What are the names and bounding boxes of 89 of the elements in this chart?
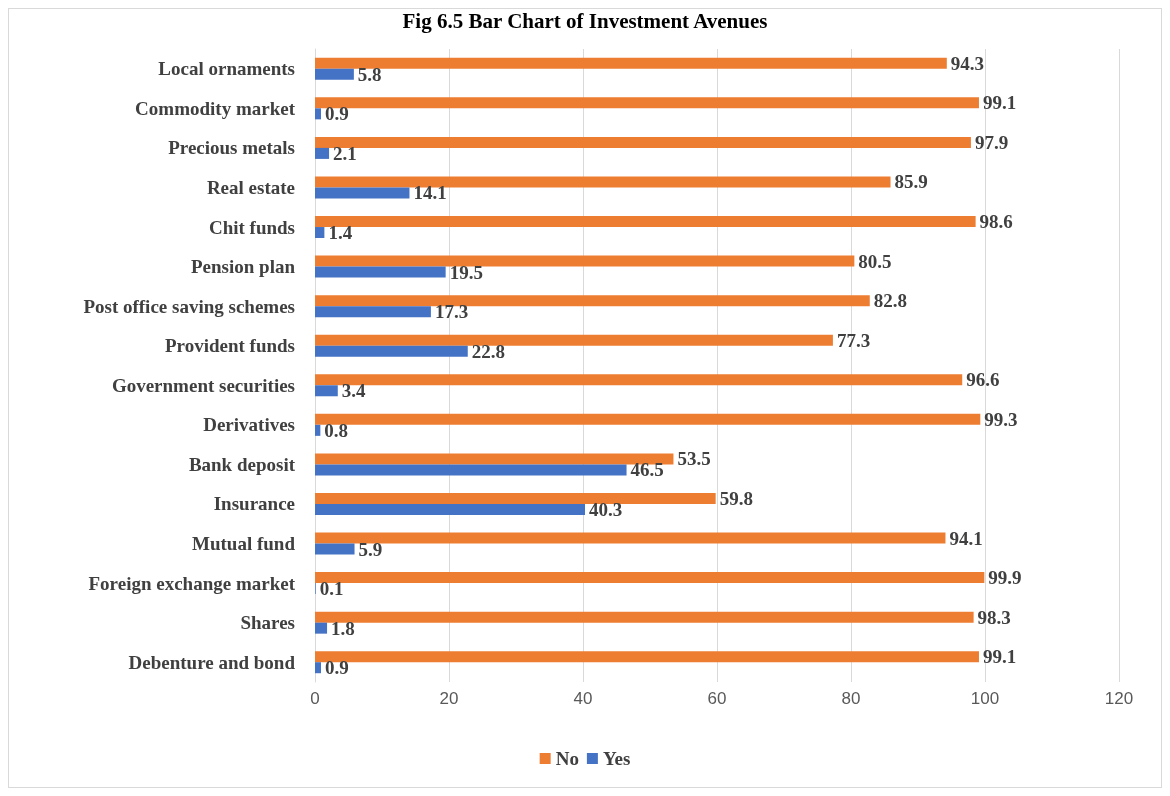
data-label: 94.1 xyxy=(949,527,983,549)
x-tick-label: 120 xyxy=(1104,689,1134,708)
bar xyxy=(315,147,330,159)
x-tick-label: 60 xyxy=(707,689,727,708)
x-tick-label: 40 xyxy=(573,689,593,708)
y-tick-label: Chit funds xyxy=(208,216,295,238)
bar xyxy=(315,334,833,346)
bar xyxy=(315,543,355,555)
bar xyxy=(315,572,985,584)
data-label: 14.1 xyxy=(413,182,447,204)
bar xyxy=(315,464,627,476)
data-label: 1.4 xyxy=(328,222,353,244)
y-tick-label: Provident funds xyxy=(164,335,295,357)
data-label: 3.4 xyxy=(341,380,367,402)
y-tick-label: Government securities xyxy=(111,374,295,396)
bar xyxy=(315,374,963,386)
bar xyxy=(315,295,870,307)
data-label: 1.8 xyxy=(331,617,355,639)
data-label: 22.8 xyxy=(471,340,506,362)
data-label: 82.8 xyxy=(873,290,908,312)
bar xyxy=(315,503,586,515)
bar xyxy=(315,57,947,69)
bar xyxy=(315,424,321,436)
bar xyxy=(315,187,410,199)
data-label: 98.6 xyxy=(979,211,1013,233)
bar xyxy=(315,453,674,465)
bar xyxy=(315,345,468,357)
bar xyxy=(315,662,322,674)
data-label: 77.3 xyxy=(836,329,871,351)
x-tick-label: 100 xyxy=(970,689,1000,708)
chart-title: Fig 6.5 Bar Chart of Investment Avenues xyxy=(402,8,768,33)
data-label: 0.1 xyxy=(319,578,344,600)
y-tick-label: Precious metals xyxy=(168,137,295,159)
x-tick-label: 80 xyxy=(841,689,861,708)
data-label: 96.6 xyxy=(966,369,1000,391)
data-label: 99.1 xyxy=(982,646,1017,668)
bar xyxy=(315,532,946,544)
data-label: 97.9 xyxy=(974,131,1009,153)
y-tick-label: Post office saving schemes xyxy=(83,295,295,317)
y-tick-label: Local ornaments xyxy=(158,58,295,80)
y-tick-label: Bank deposit xyxy=(188,453,296,475)
x-tick-label: 0 xyxy=(310,689,320,708)
y-tick-label: Insurance xyxy=(213,493,295,515)
data-label: 99.3 xyxy=(984,408,1018,430)
data-label: 0.8 xyxy=(324,419,349,441)
x-tick-label: 20 xyxy=(439,689,459,708)
data-label: 19.5 xyxy=(449,261,483,283)
bar xyxy=(315,413,981,425)
y-tick-label: Shares xyxy=(240,612,295,634)
data-label: 99.1 xyxy=(982,92,1017,114)
bar xyxy=(315,176,891,188)
data-label: 98.3 xyxy=(977,606,1011,628)
y-tick-label: Foreign exchange market xyxy=(88,572,296,594)
bar xyxy=(315,622,328,634)
bar xyxy=(315,306,431,318)
data-label: 2.1 xyxy=(333,142,357,164)
bar xyxy=(315,492,716,504)
bar xyxy=(315,68,354,80)
data-label: 85.9 xyxy=(894,171,928,193)
bar xyxy=(315,266,446,278)
bar xyxy=(315,255,855,267)
bar xyxy=(315,611,974,623)
bar xyxy=(315,216,976,228)
data-label: 5.9 xyxy=(358,538,383,560)
data-label: 5.8 xyxy=(357,63,382,85)
data-label: 99.9 xyxy=(988,567,1022,589)
y-tick-label: Mutual fund xyxy=(192,533,296,555)
data-label: 46.5 xyxy=(630,459,664,481)
y-tick-label: Derivatives xyxy=(203,414,295,436)
legend-label: Yes xyxy=(602,748,631,769)
data-label: 0.9 xyxy=(325,103,349,125)
legend-label: No xyxy=(555,748,579,769)
y-tick-label: Debenture and bond xyxy=(128,651,296,673)
y-tick-label: Commodity market xyxy=(135,97,296,119)
data-label: 94.3 xyxy=(950,52,985,74)
bar xyxy=(315,227,325,239)
y-tick-label: Real estate xyxy=(206,176,295,198)
y-tick-label: Pension plan xyxy=(190,256,296,278)
bar xyxy=(315,385,338,397)
bar xyxy=(315,136,971,148)
data-label: 80.5 xyxy=(858,250,892,272)
data-label: 59.8 xyxy=(719,487,753,509)
data-label: 53.5 xyxy=(677,448,711,470)
data-label: 0.9 xyxy=(325,657,349,679)
data-label: 40.3 xyxy=(589,498,623,520)
data-label: 17.3 xyxy=(434,301,469,323)
bar xyxy=(315,651,979,663)
bar xyxy=(315,97,979,109)
bar xyxy=(315,108,322,120)
